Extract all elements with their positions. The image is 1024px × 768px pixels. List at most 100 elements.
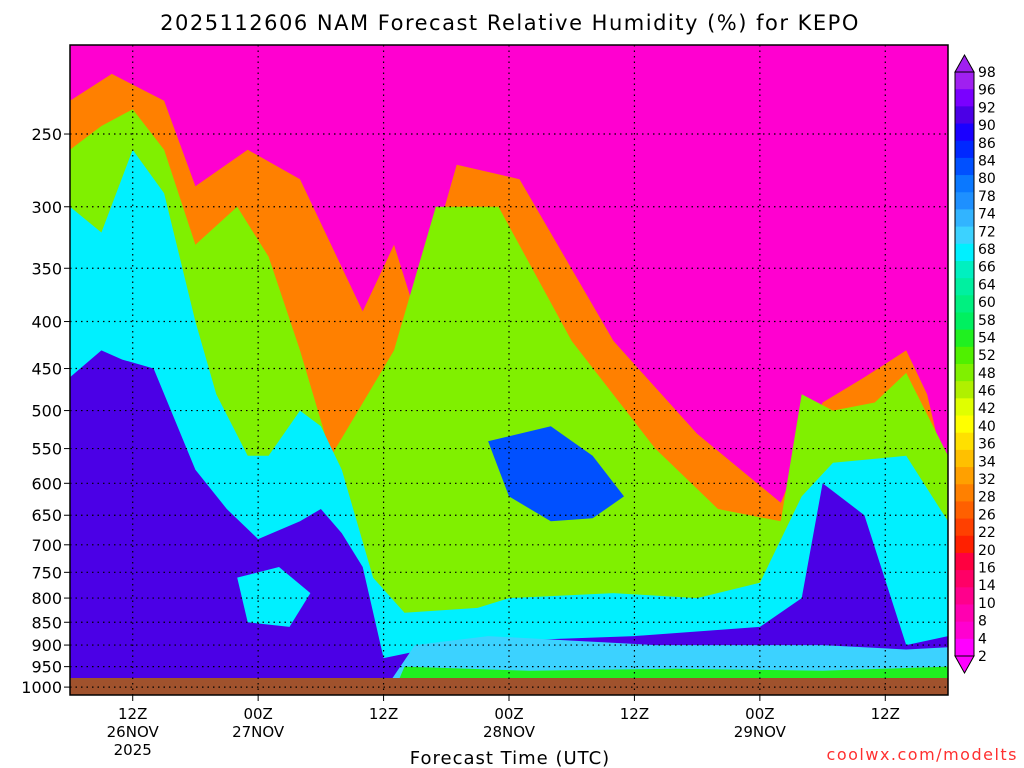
colorbar-label-21: 36 [978, 437, 996, 453]
x-tick-label-3: 00Z [494, 705, 523, 723]
colorbar-label-25: 26 [978, 507, 996, 523]
y-tick-label-8: 650 [31, 506, 62, 525]
x-tick-label-1: 00Z [243, 705, 272, 723]
y-tick-label-0: 250 [31, 125, 62, 144]
colorbar-label-18: 46 [978, 384, 996, 400]
colorbar-swatch-24 [955, 484, 974, 502]
colorbar-label-30: 10 [978, 596, 996, 612]
x-tick-date-1: 27NOV [232, 723, 285, 741]
colorbar-label-8: 74 [978, 207, 996, 223]
x-tick-label-2: 12Z [369, 705, 398, 723]
y-tick-label-1: 300 [31, 198, 62, 217]
y-tick-label-10: 750 [31, 563, 62, 582]
y-tick-label-14: 950 [31, 658, 62, 677]
colorbar-swatch-33 [955, 638, 974, 657]
colorbar-label-2: 92 [978, 100, 996, 116]
colorbar-label-13: 60 [978, 295, 996, 311]
colorbar-swatch-21 [955, 432, 974, 451]
colorbar-label-9: 72 [978, 224, 996, 240]
colorbar-swatch-15 [955, 329, 974, 348]
colorbar-label-33: 2 [978, 649, 987, 665]
x-tick-date-0: 26NOV [107, 723, 160, 741]
colorbar-swatch-11 [955, 260, 974, 279]
colorbar-label-15: 54 [978, 331, 996, 347]
colorbar-label-16: 52 [978, 348, 996, 364]
colorbar-label-32: 4 [978, 631, 987, 647]
rh-region-5 [488, 426, 624, 522]
x-tick-label-4: 12Z [620, 705, 649, 723]
colorbar-legend: 9896929086848078747268666460585452484642… [954, 53, 996, 675]
colorbar-label-4: 86 [978, 136, 996, 152]
colorbar-swatch-19 [955, 398, 974, 417]
colorbar-label-29: 14 [978, 578, 996, 594]
y-tick-label-6: 550 [31, 440, 62, 459]
colorbar-swatch-17 [955, 364, 974, 382]
colorbar-swatch-4 [955, 140, 974, 159]
colorbar-swatch-25 [955, 501, 974, 520]
y-tick-label-15: 1000 [21, 678, 62, 697]
colorbar-label-1: 96 [978, 83, 996, 99]
y-tick-label-3: 400 [31, 313, 62, 332]
colorbar-swatch-7 [955, 192, 974, 210]
y-tick-label-11: 800 [31, 589, 62, 608]
y-tick-label-2: 350 [31, 259, 62, 278]
colorbar-label-17: 48 [978, 366, 996, 382]
colorbar-swatch-12 [955, 278, 974, 296]
x-tick-date-5: 29NOV [734, 723, 787, 741]
colorbar-label-7: 78 [978, 189, 996, 205]
y-axis: 250 300 350 400 450 500 550 600 650 700 750 800 850 9… [21, 125, 70, 697]
colorbar-label-31: 8 [978, 614, 987, 630]
colorbar-label-14: 58 [978, 313, 996, 329]
colorbar-swatch-29 [955, 570, 974, 588]
x-tick-year-0: 2025 [114, 741, 152, 759]
y-tick-label-12: 850 [31, 613, 62, 632]
rh-region-6 [237, 567, 311, 627]
colorbar-label-28: 16 [978, 561, 996, 577]
colorbar-swatch-9 [955, 226, 974, 245]
x-tick-label-6: 12Z [871, 705, 900, 723]
colorbar-label-20: 40 [978, 419, 996, 435]
colorbar-swatch-22 [955, 449, 974, 468]
colorbar-swatch-3 [955, 123, 974, 142]
y-tick-label-4: 450 [31, 360, 62, 379]
x-axis-label: Forecast Time (UTC) [410, 748, 610, 768]
colorbar-label-5: 84 [978, 154, 996, 170]
colorbar-swatch-26 [955, 518, 974, 537]
credit-link[interactable]: coolwx.com/modelts [827, 745, 1018, 764]
colorbar-swatch-23 [955, 467, 974, 485]
colorbar-label-6: 80 [978, 171, 996, 187]
colorbar-label-26: 22 [978, 525, 996, 541]
colorbar-label-10: 68 [978, 242, 996, 258]
colorbar-label-12: 64 [978, 277, 996, 293]
colorbar-swatch-13 [955, 295, 974, 313]
colorbar-swatch-28 [955, 552, 974, 571]
x-tick-label-0: 12Z [118, 705, 147, 723]
y-tick-label-13: 900 [31, 636, 62, 655]
colorbar-swatch-30 [955, 587, 974, 605]
colorbar-swatch-0 [955, 72, 974, 90]
colorbar-label-11: 66 [978, 260, 996, 276]
y-tick-label-5: 500 [31, 402, 62, 421]
grid-lines [70, 45, 948, 695]
colorbar-label-19: 42 [978, 401, 996, 417]
colorbar-swatch-32 [955, 621, 974, 640]
colorbar-label-0: 98 [978, 65, 996, 81]
colorbar-swatch-1 [955, 89, 974, 107]
colorbar-swatch-8 [955, 209, 974, 228]
colorbar-swatch-27 [955, 535, 974, 554]
colorbar-bottom-arrow [954, 655, 975, 675]
ground-surface [70, 678, 948, 695]
colorbar-label-3: 90 [978, 118, 996, 134]
colorbar-swatch-14 [955, 312, 974, 331]
colorbar-label-23: 32 [978, 472, 996, 488]
chart-title: 2025112606 NAM Forecast Relative Humidit… [160, 11, 860, 35]
colorbar-label-24: 28 [978, 490, 996, 506]
colorbar-swatch-18 [955, 381, 974, 399]
colorbar-label-22: 34 [978, 454, 996, 470]
colorbar-swatch-31 [955, 604, 974, 623]
humidity-contour-regions [70, 45, 948, 692]
y-tick-label-9: 700 [31, 536, 62, 555]
colorbar-swatch-6 [955, 175, 974, 193]
